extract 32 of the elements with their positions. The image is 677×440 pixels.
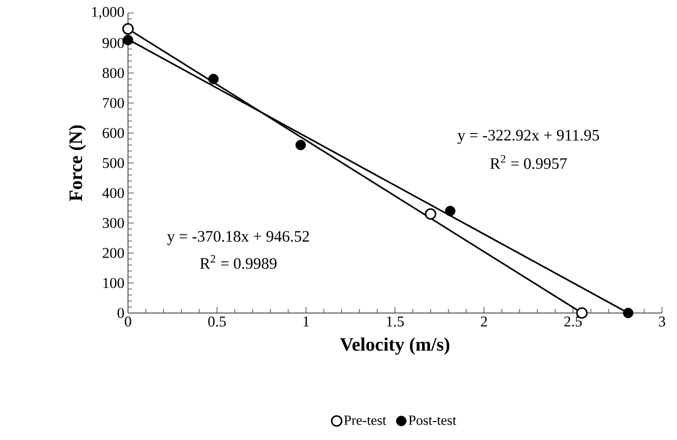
point	[122, 23, 134, 35]
annotation: y = -370.18x + 946.52	[167, 230, 309, 246]
point	[622, 308, 634, 318]
y-tick-label: 400	[102, 188, 124, 198]
y-tick-label: 300	[102, 218, 124, 228]
x-tick-label: 1.5	[386, 316, 404, 327]
point	[424, 208, 436, 220]
y-tick-label: 200	[102, 248, 124, 258]
y-tick-label: 0	[118, 308, 124, 318]
y-axis-title: Force (N)	[68, 125, 86, 202]
annotation: R$^{2}$ = 0.9957	[490, 155, 567, 170]
point	[444, 206, 456, 216]
y-tick-label: 1,000	[92, 6, 124, 20]
point	[208, 74, 219, 84]
x-tick-label: 0	[124, 316, 132, 327]
point	[122, 34, 134, 46]
y-tick-label: 900	[102, 38, 124, 48]
y-tick-label: 700	[103, 98, 124, 108]
annotation: y = -322.92x + 911.95	[458, 130, 600, 144]
point	[295, 140, 306, 150]
y-tick-label: 500	[102, 158, 124, 168]
y-tick-label: 800	[102, 68, 124, 78]
x-tick-label: 0.5	[208, 316, 226, 327]
y-tick-label: 100	[103, 278, 124, 288]
y-tick-label: 600	[102, 128, 124, 138]
annotation: R$^{2}$ = 0.9989	[200, 255, 276, 269]
x-tick-label: 3	[658, 316, 666, 327]
legend-label: Pre-test	[344, 416, 386, 425]
x-tick-label: 1	[304, 316, 309, 326]
legend-label: Post-test	[408, 416, 456, 425]
x-tick-label: 2	[480, 316, 487, 326]
x-axis-title: Velocity (m/s)	[340, 338, 450, 355]
